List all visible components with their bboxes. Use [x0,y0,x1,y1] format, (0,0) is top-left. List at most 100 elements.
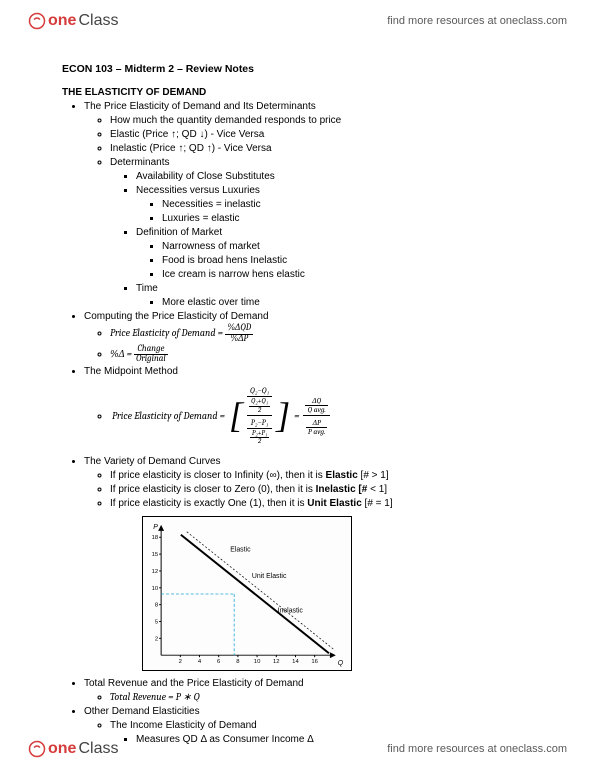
list-item: Availability of Close Substitutes [136,170,545,184]
text: Price Elasticity of Demand = [110,327,223,339]
header-link[interactable]: find more resources at oneclass.com [387,15,567,27]
svg-text:Unit Elastic: Unit Elastic [252,573,287,580]
text: Elastic [326,470,358,481]
list-item: Necessities = inelastic [162,198,545,212]
text: [# = 1] [362,498,393,509]
formula-ped: Price Elasticity of Demand = %ΔQD%ΔP [110,327,253,339]
svg-text:Elastic: Elastic [230,547,251,554]
svg-text:2: 2 [155,637,158,643]
text: 2 [249,407,270,414]
svg-text:12: 12 [273,659,280,665]
doc-title: ECON 103 – Midterm 2 – Review Notes [62,62,545,76]
text: Determinants [110,157,169,168]
demand-curve-chart: 25810121518246810121416PQElasticUnit Ela… [142,516,352,671]
logo-text-one: one [48,740,76,758]
text: Unit Elastic [307,498,361,509]
footer-link[interactable]: find more resources at oneclass.com [387,743,567,755]
text: %ΔP [225,335,253,344]
list-item: Inelastic (Price ↑; QD ↑) - Vice Versa [110,142,545,156]
text: Total Revenue and the Price Elasticity o… [84,678,304,689]
text: Narrowness of market [162,241,260,252]
formula-pctdelta: %Δ = ChangeOriginal [110,348,168,360]
text: [# > 1] [358,470,389,481]
text: 2 [250,438,269,445]
svg-text:6: 6 [217,659,221,665]
text: P avg. [306,428,328,436]
list-item: If price elasticity is closer to Zero (0… [110,483,545,497]
text: Food is broad hens Inelastic [162,255,287,266]
list-item: Determinants Availability of Close Subst… [110,156,545,310]
list-item: Total Revenue and the Price Elasticity o… [84,677,545,705]
text: If price elasticity is exactly One (1), … [110,498,307,509]
logo-icon [28,12,46,30]
svg-text:5: 5 [155,620,159,626]
text: Definition of Market [136,227,222,238]
text: Other Demand Elasticities [84,706,200,717]
text: Original [134,355,168,364]
list-item: Total Revenue = P ∗ Q [110,691,545,705]
footer: oneClass find more resources at oneclass… [0,728,595,770]
list-item: The Variety of Demand Curves If price el… [84,455,545,511]
text: P₂−P₁ [247,418,272,429]
svg-text:P: P [153,524,158,531]
list-item: Elastic (Price ↑; QD ↓) - Vice Versa [110,128,545,142]
list-item: Food is broad hens Inelastic [162,254,545,268]
text: Inelastic (Price ↑; QD ↑) - Vice Versa [110,143,272,154]
text: < 1] [370,484,387,495]
svg-text:14: 14 [292,659,299,665]
list-item: Computing the Price Elasticity of Demand… [84,310,545,364]
text: Elastic (Price ↑; QD ↓) - Vice Versa [110,129,264,140]
section-heading: THE ELASTICITY OF DEMAND [62,86,545,100]
text: The Midpoint Method [84,366,178,377]
list-item: If price elasticity is exactly One (1), … [110,497,545,511]
text: Q avg. [305,406,327,414]
logo-text-class: Class [78,740,118,758]
text: How much the quantity demanded responds … [110,115,341,126]
list-item: Narrowness of market [162,240,545,254]
logo-icon [28,740,46,758]
list-item: %Δ = ChangeOriginal [110,345,545,365]
svg-text:4: 4 [198,659,202,665]
list-item: How much the quantity demanded responds … [110,114,545,128]
svg-text:8: 8 [155,603,159,609]
svg-text:10: 10 [152,586,159,592]
text: Price Elasticity of Demand = [112,410,225,424]
text: The Price Elasticity of Demand and Its D… [84,101,316,112]
formula-midpoint: Price Elasticity of Demand = [ Q₂−Q₁ Q₂+… [112,386,330,446]
logo-text-class: Class [78,12,118,30]
brand-logo-footer: oneClass [28,740,118,758]
list-item: The Price Elasticity of Demand and Its D… [84,100,545,310]
text: Inelastic [# [316,484,370,495]
svg-text:18: 18 [152,536,159,542]
list-item: Necessities versus Luxuries Necessities … [136,184,545,226]
bullet-list: The Price Elasticity of Demand and Its D… [62,100,545,510]
text: Necessities = inelastic [162,199,261,210]
text: Ice cream is narrow hens elastic [162,269,305,280]
text: Time [136,283,158,294]
text: More elastic over time [162,297,260,308]
list-item: Luxuries = elastic [162,212,545,226]
document-content: ECON 103 – Midterm 2 – Review Notes THE … [62,62,545,747]
svg-text:15: 15 [152,552,159,558]
list-item: The Midpoint Method Price Elasticity of … [84,365,545,447]
text: Computing the Price Elasticity of Demand [84,311,269,322]
svg-text:10: 10 [254,659,261,665]
list-item: Ice cream is narrow hens elastic [162,268,545,282]
text: If price elasticity is closer to Infinit… [110,470,326,481]
svg-text:12: 12 [152,569,159,575]
text: The Variety of Demand Curves [84,456,221,467]
list-item: Price Elasticity of Demand = [ Q₂−Q₁ Q₂+… [110,386,545,446]
list-item: If price elasticity is closer to Infinit… [110,469,545,483]
svg-text:Q: Q [338,660,344,667]
formula-revenue: Total Revenue = P ∗ Q [110,691,200,703]
text: Q₂−Q₁ [247,386,272,397]
logo-text-one: one [48,12,76,30]
list-item: Definition of Market Narrowness of marke… [136,226,545,282]
brand-logo: oneClass [28,12,118,30]
text: Luxuries = elastic [162,213,240,224]
svg-text:16: 16 [311,659,318,665]
header: oneClass find more resources at oneclass… [0,0,595,42]
list-item: More elastic over time [162,296,545,310]
svg-text:8: 8 [236,659,240,665]
text: Necessities versus Luxuries [136,185,260,196]
